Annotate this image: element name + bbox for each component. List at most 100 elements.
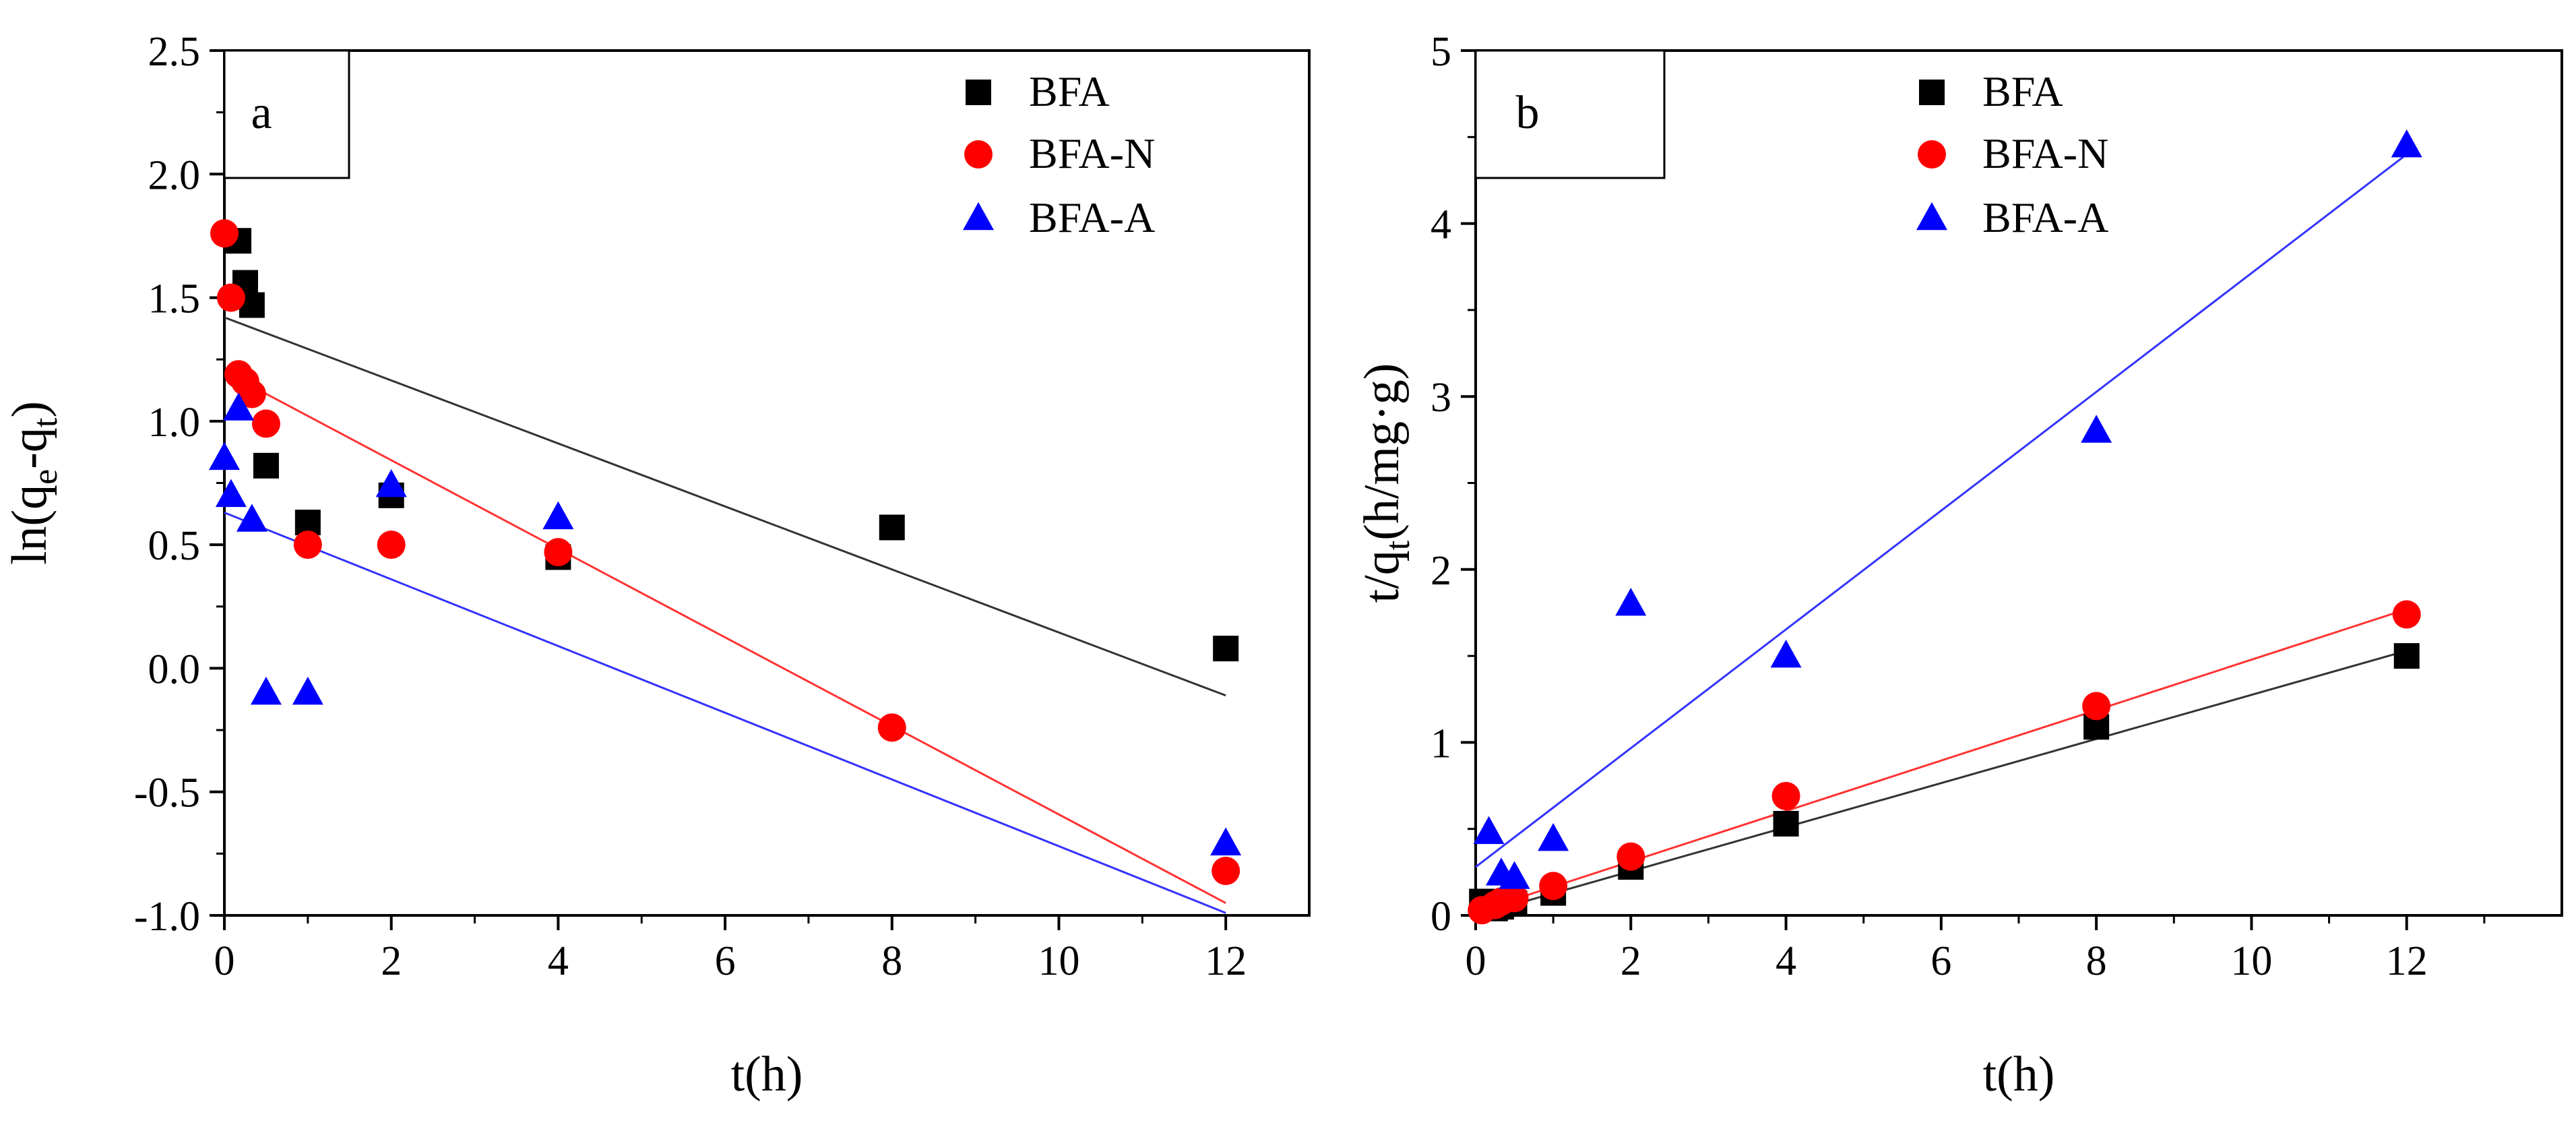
fit-line-bfa-n — [238, 378, 1226, 904]
legend-marker-bfa-n — [1918, 140, 1946, 169]
fit-line-bfa-a — [224, 512, 1226, 914]
data-point-bfa-a — [215, 479, 247, 508]
x-tick-label: 8 — [881, 938, 902, 984]
data-point-bfa-n — [377, 530, 406, 559]
x-tick-label: 2 — [381, 938, 402, 984]
legend-label-bfa: BFA — [1029, 67, 1110, 115]
data-point-bfa-n — [216, 283, 245, 312]
x-tick-label: 10 — [2230, 938, 2272, 984]
y-axis-title-sub1: t — [1379, 540, 1417, 550]
x-tick-label: 12 — [2386, 938, 2428, 984]
x-axis-title: t(h) — [1983, 1047, 2055, 1102]
data-point-bfa-n — [1212, 857, 1240, 886]
y-tick-label: 1.0 — [148, 400, 201, 446]
x-tick-label: 12 — [1205, 938, 1247, 984]
data-point-bfa-n — [251, 409, 280, 438]
data-point-bfa-a — [292, 676, 323, 705]
data-point-bfa-n — [1616, 842, 1645, 871]
y-tick-label: 4 — [1431, 202, 1451, 248]
y-tick-label: 2.0 — [148, 152, 201, 198]
y-tick-label: 2.5 — [148, 29, 201, 75]
data-point-bfa — [1213, 636, 1239, 662]
x-tick-label: 6 — [715, 938, 736, 984]
data-point-bfa — [1773, 811, 1799, 837]
legend-marker-bfa — [966, 80, 991, 105]
x-tick-label: 6 — [1930, 938, 1951, 984]
data-point-bfa-n — [1500, 884, 1529, 913]
data-point-bfa-n — [2392, 600, 2421, 629]
y-tick-label: 5 — [1431, 29, 1451, 75]
data-point-bfa-a — [375, 469, 407, 497]
y-tick-label: 0.5 — [148, 523, 201, 569]
x-tick-label: 10 — [1038, 938, 1079, 984]
data-point-bfa — [2393, 643, 2420, 669]
data-point-bfa — [879, 514, 905, 541]
data-point-bfa-n — [877, 713, 906, 742]
panel-label-box — [1474, 49, 1666, 179]
y-tick-label: 0 — [1431, 894, 1451, 940]
legend-label-bfa: BFA — [1982, 67, 2063, 115]
y-tick-label: -1.0 — [134, 894, 200, 940]
legend-marker-bfa-a — [1916, 202, 1947, 231]
legend-label-bfa-a: BFA-A — [1982, 193, 2108, 241]
data-point-bfa-a — [1538, 822, 1569, 851]
panel-label: b — [1516, 87, 1540, 139]
legend-marker-bfa-n — [964, 140, 993, 169]
plot-frame — [1474, 49, 2563, 917]
x-tick-label: 4 — [548, 938, 569, 984]
data-point-bfa-a — [1499, 861, 1530, 889]
chart-panel-b: b0 2 4 6 8 10 12012345t(h)t/qt(h/mg·g)BFABFA-N… — [1354, 29, 2563, 1102]
data-point-bfa-n — [544, 538, 573, 567]
y-axis-title-sub2: t — [26, 417, 65, 427]
y-axis-title-sub1: e — [26, 469, 65, 485]
y-tick-label: -0.5 — [134, 770, 200, 816]
x-tick-label: 0 — [214, 938, 235, 984]
data-point-bfa-a — [1473, 816, 1505, 845]
data-point-bfa-a — [250, 676, 282, 705]
data-point-bfa-a — [2391, 129, 2422, 158]
y-axis-title-base: ln(q — [2, 485, 57, 565]
y-tick-label: 1 — [1431, 721, 1451, 766]
legend-marker-bfa-a — [963, 202, 994, 231]
y-tick-label: 2 — [1431, 548, 1451, 594]
data-point-bfa-a — [542, 501, 574, 530]
y-axis-title-mid: (h/mg·g) — [1354, 363, 1410, 541]
legend-marker-bfa — [1919, 80, 1945, 105]
data-point-bfa-a — [1210, 827, 1242, 855]
panel-label-box — [223, 49, 350, 179]
chart-panel-a: a 0 2 4 6 8 10 12 -1.0 -0.5 0.0 0.5 1.0 1.5 2.0 2.5 t(h)… — [2, 29, 1311, 1102]
y-tick-label: 0.0 — [148, 646, 201, 692]
data-point-bfa-n — [210, 219, 239, 248]
data-point-bfa-a — [1770, 639, 1802, 668]
y-axis-title-end: ) — [2, 401, 57, 418]
data-point-bfa-n — [293, 530, 322, 559]
data-point-bfa-a — [236, 504, 268, 532]
data-point-bfa — [253, 452, 279, 479]
y-axis-title-base: t/q — [1354, 550, 1410, 603]
fit-line-bfa — [224, 316, 1226, 697]
data-point-bfa-a — [209, 442, 240, 471]
x-tick-label: 0 — [1466, 938, 1486, 984]
x-tick-label: 2 — [1621, 938, 1641, 984]
x-tick-label: 8 — [2086, 938, 2107, 984]
y-axis-title-mid: -q — [2, 427, 57, 469]
y-axis-title: t/qt(h/mg·g) — [1354, 363, 1417, 603]
data-point-bfa-a — [1615, 587, 1647, 616]
legend-label-bfa-a: BFA-A — [1029, 193, 1155, 241]
data-point-bfa-a — [223, 392, 255, 421]
y-tick-label: 3 — [1431, 375, 1451, 421]
x-tick-label: 4 — [1776, 938, 1796, 984]
legend-label-bfa-n: BFA-N — [1029, 129, 1155, 177]
data-point-bfa-n — [237, 380, 266, 408]
data-point-bfa-n — [1539, 872, 1568, 901]
panel-label: a — [251, 87, 272, 139]
fit-line-bfa-a — [1475, 153, 2408, 868]
data-point-bfa-a — [2081, 415, 2112, 443]
fit-line-bfa — [1475, 649, 2408, 917]
data-point-bfa-n — [1771, 781, 1800, 810]
y-axis-title: ln(qe-qt) — [2, 401, 65, 565]
legend-label-bfa-n: BFA-N — [1982, 129, 2108, 177]
data-point-bfa-n — [2082, 692, 2111, 721]
x-axis-title: t(h) — [731, 1047, 803, 1102]
